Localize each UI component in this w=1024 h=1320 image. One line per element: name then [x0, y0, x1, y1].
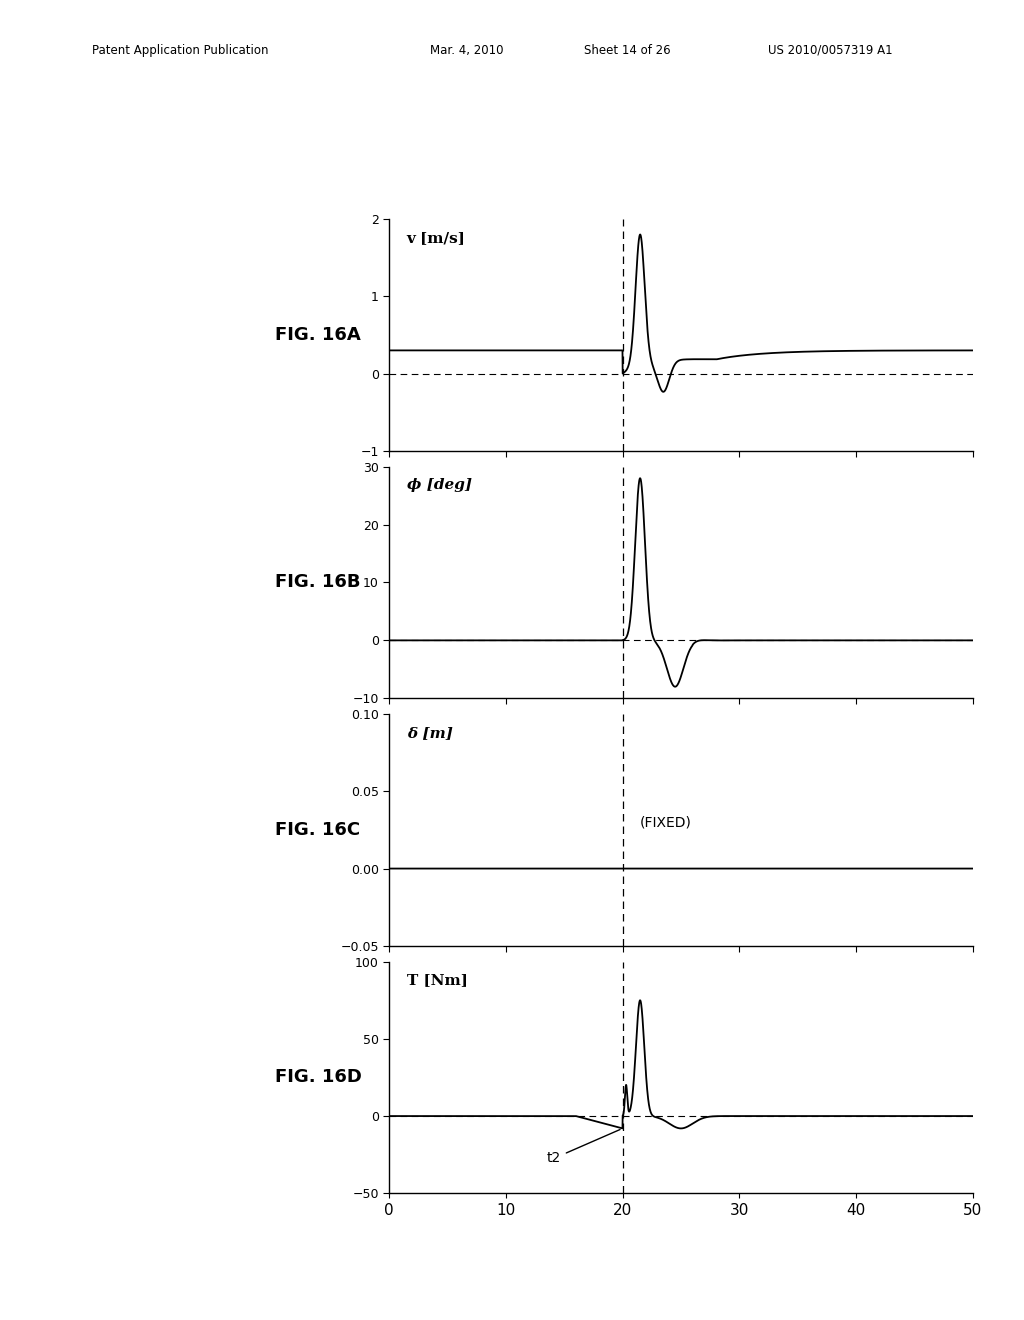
Text: Patent Application Publication: Patent Application Publication [92, 44, 268, 57]
Text: v [m/s]: v [m/s] [407, 231, 466, 244]
Text: US 2010/0057319 A1: US 2010/0057319 A1 [768, 44, 893, 57]
Text: ϕ [deg]: ϕ [deg] [407, 478, 472, 492]
Text: FIG. 16D: FIG. 16D [275, 1068, 362, 1086]
Text: FIG. 16C: FIG. 16C [275, 821, 360, 840]
Text: Mar. 4, 2010: Mar. 4, 2010 [430, 44, 504, 57]
Text: (FIXED): (FIXED) [640, 816, 692, 829]
Text: δ [m]: δ [m] [407, 726, 453, 739]
Text: FIG. 16A: FIG. 16A [275, 326, 361, 345]
Text: Sheet 14 of 26: Sheet 14 of 26 [584, 44, 671, 57]
Text: t2: t2 [547, 1130, 621, 1166]
Text: T [Nm]: T [Nm] [407, 973, 468, 987]
Text: FIG. 16B: FIG. 16B [275, 573, 360, 591]
